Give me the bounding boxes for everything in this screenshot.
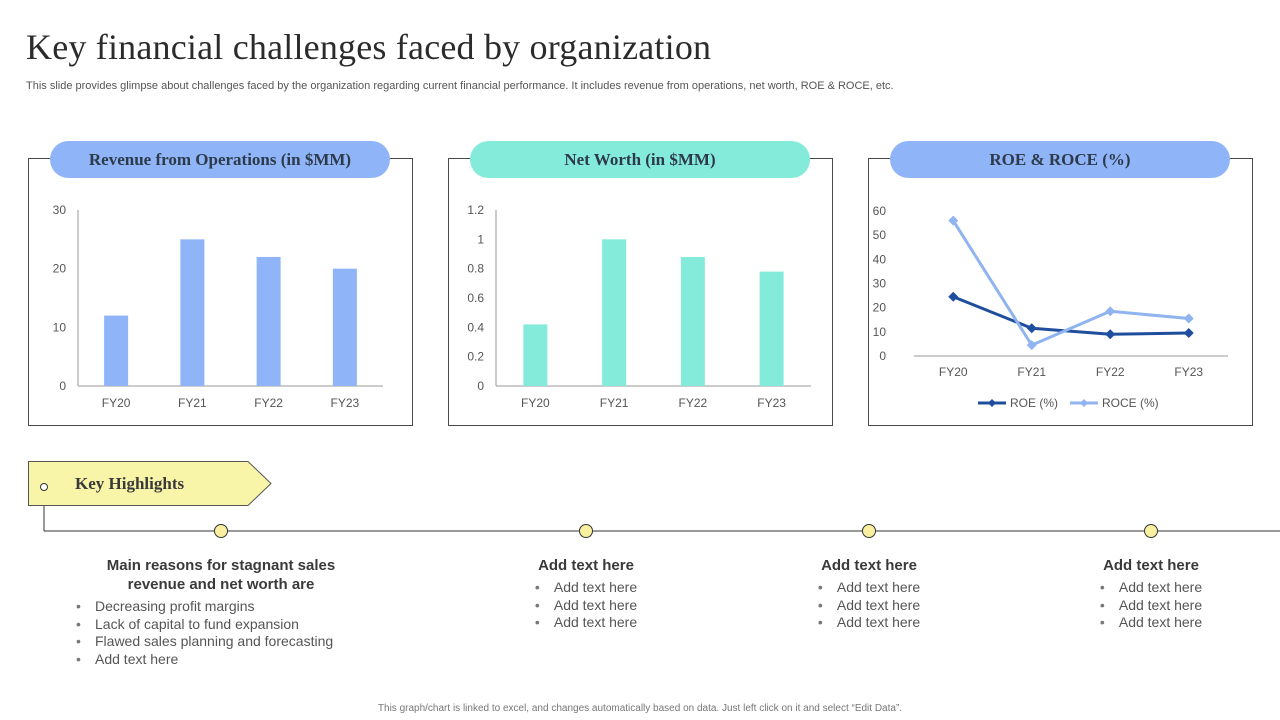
data-point <box>1183 313 1194 324</box>
x-tick-label: FY22 <box>1096 365 1125 379</box>
x-tick-label: FY20 <box>521 396 550 410</box>
highlight-item: Add text here <box>1100 597 1202 615</box>
highlight-item: Add text here <box>818 614 920 632</box>
series-line <box>951 219 1189 347</box>
data-point <box>948 291 959 302</box>
y-tick-label: 40 <box>873 252 887 266</box>
highlight-item: Lack of capital to fund expansion <box>76 616 366 634</box>
y-tick-label: 0.2 <box>467 350 484 364</box>
y-tick-label: 0.4 <box>467 320 484 334</box>
y-tick-label: 30 <box>53 203 67 217</box>
y-tick-label: 10 <box>873 325 887 339</box>
highlight-item: Decreasing profit margins <box>76 598 366 616</box>
x-tick-label: FY20 <box>939 365 968 379</box>
data-point <box>1026 323 1037 334</box>
y-tick-label: 0 <box>879 349 886 363</box>
bar <box>759 271 784 386</box>
highlight-item: Flawed sales planning and forecasting <box>76 633 366 651</box>
bar <box>680 256 705 386</box>
highlight-heading: Add text here <box>1103 557 1199 574</box>
highlight-item: Add text here <box>1100 614 1202 632</box>
highlight-item: Add text here <box>535 614 637 632</box>
y-tick-label: 1.2 <box>467 203 484 217</box>
highlight-heading: Main reasons for stagnant sales revenue … <box>106 557 336 593</box>
legend-label: ROCE (%) <box>1102 396 1159 410</box>
timeline-dot <box>862 524 876 538</box>
y-tick-label: 1 <box>477 232 484 246</box>
revenue-bar-chart: 0 10 20 30 FY20 FY21 FY22 FY23 <box>53 203 383 410</box>
highlight-column-4: Add text here Add text here Add text her… <box>1091 556 1211 632</box>
x-tick-label: FY21 <box>600 396 629 410</box>
highlight-heading: Add text here <box>821 557 917 574</box>
y-tick-label: 0 <box>477 379 484 393</box>
data-point <box>1105 306 1116 317</box>
y-tick-label: 20 <box>53 262 67 276</box>
highlight-item: Add text here <box>535 579 637 597</box>
y-tick-label: 20 <box>873 301 887 315</box>
x-tick-label: FY23 <box>1174 365 1203 379</box>
highlight-item: Add text here <box>535 597 637 615</box>
y-tick-label: 0.8 <box>467 262 484 276</box>
y-tick-label: 50 <box>873 228 887 242</box>
highlight-list: Decreasing profit margins Lack of capita… <box>76 598 366 668</box>
networth-bar-chart: 0 0.2 0.4 0.6 0.8 1 1.2 FY20 FY21 FY22 FY23 <box>467 203 811 410</box>
y-tick-label: 0 <box>59 379 66 393</box>
networth-chart-panel: 0 0.2 0.4 0.6 0.8 1 1.2 FY20 FY21 FY22 FY23 <box>448 158 833 426</box>
bar <box>602 239 627 386</box>
data-point <box>1026 340 1037 351</box>
data-point <box>1105 329 1116 340</box>
y-tick-label: 60 <box>873 204 887 218</box>
highlight-column-1: Main reasons for stagnant sales revenue … <box>76 556 366 668</box>
data-point <box>948 215 959 226</box>
legend-label: ROE (%) <box>1010 396 1058 410</box>
highlight-item: Add text here <box>818 597 920 615</box>
highlight-column-2: Add text here Add text here Add text her… <box>526 556 646 632</box>
roe-roce-chart-title: ROE & ROCE (%) <box>890 141 1230 178</box>
networth-chart-title: Net Worth (in $MM) <box>470 141 810 178</box>
y-tick-label: 0.6 <box>467 291 484 305</box>
revenue-chart-panel: 0 10 20 30 FY20 FY21 FY22 FY23 <box>28 158 413 426</box>
timeline-dot <box>214 524 228 538</box>
bar <box>104 315 129 386</box>
revenue-chart-title: Revenue from Operations (in $MM) <box>50 141 390 178</box>
page-subtitle: This slide provides glimpse about challe… <box>26 80 894 92</box>
x-tick-label: FY22 <box>254 396 283 410</box>
series-line <box>952 295 1189 336</box>
footer-note: This graph/chart is linked to excel, and… <box>377 703 903 714</box>
x-tick-label: FY20 <box>102 396 131 410</box>
roe-roce-line-chart: 0 10 20 30 40 50 60 FY20 FY21 FY22 FY23 ROE (%) ROCE… <box>873 204 1228 410</box>
timeline-dot <box>1144 524 1158 538</box>
x-tick-label: FY22 <box>679 396 708 410</box>
y-tick-label: 30 <box>873 277 887 291</box>
x-tick-label: FY23 <box>757 396 786 410</box>
highlight-list: Add text here Add text here Add text her… <box>535 579 637 632</box>
highlight-item: Add text here <box>1100 579 1202 597</box>
x-tick-label: FY21 <box>178 396 207 410</box>
highlight-column-3: Add text here Add text here Add text her… <box>809 556 929 632</box>
page-title: Key financial challenges faced by organi… <box>26 27 712 67</box>
x-tick-label: FY23 <box>331 396 360 410</box>
roe-roce-chart-panel: 0 10 20 30 40 50 60 FY20 FY21 FY22 FY23 ROE (%) ROCE… <box>868 158 1253 426</box>
bar <box>332 268 357 386</box>
bar <box>180 239 205 386</box>
highlight-list: Add text here Add text here Add text her… <box>1100 579 1202 632</box>
highlight-list: Add text here Add text here Add text her… <box>818 579 920 632</box>
highlight-heading: Add text here <box>538 557 634 574</box>
key-highlights-label: Key Highlights <box>75 474 185 493</box>
legend-marker <box>1080 399 1088 407</box>
key-highlights-tag <box>28 461 272 506</box>
highlight-item: Add text here <box>76 651 366 669</box>
legend-marker <box>988 399 996 407</box>
highlight-item: Add text here <box>818 579 920 597</box>
bar <box>523 324 548 386</box>
data-point <box>1183 328 1194 339</box>
x-tick-label: FY21 <box>1017 365 1046 379</box>
bar <box>256 256 281 386</box>
timeline-dot <box>579 524 593 538</box>
y-tick-label: 10 <box>53 320 67 334</box>
